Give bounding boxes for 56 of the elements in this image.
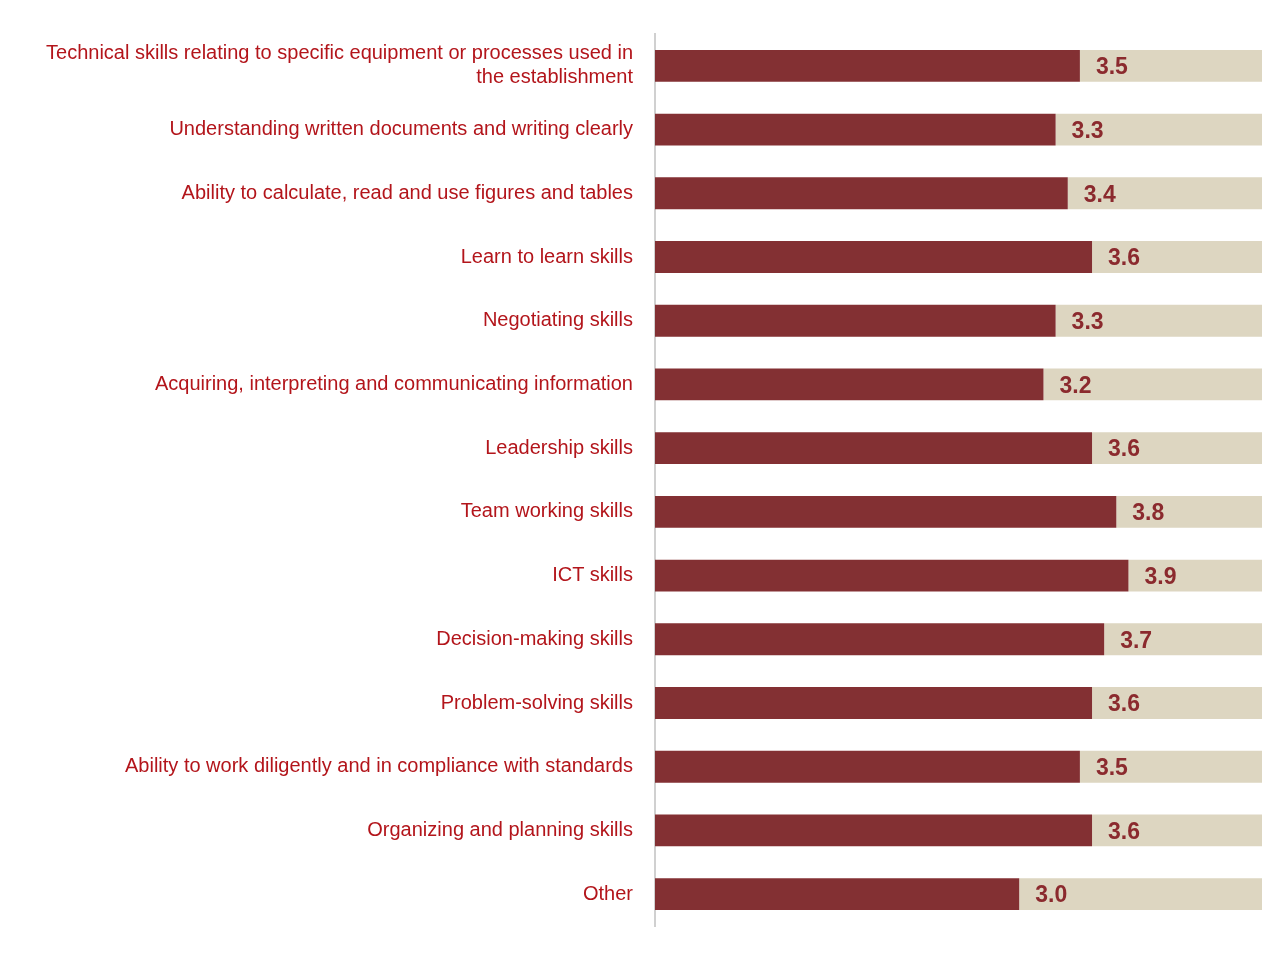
bar: [655, 687, 1093, 719]
data-label: 3.3: [1071, 308, 1104, 335]
bar: [655, 559, 1129, 592]
y-tick-label: Understanding written documents and writing clearly: [169, 117, 633, 140]
bar: [1128, 559, 1262, 592]
data-label: 3.6: [1108, 244, 1141, 271]
bar: [1043, 368, 1262, 401]
data-label: 3.5: [1095, 754, 1129, 781]
bar: [1055, 304, 1262, 337]
y-tick-label: Team working skills: [460, 499, 633, 522]
bar: [1092, 814, 1262, 847]
bar: [655, 368, 1044, 401]
bar: [1092, 432, 1262, 465]
bar: [655, 304, 1056, 337]
data-label: 3.2: [1059, 371, 1092, 398]
bar: [1079, 750, 1262, 783]
bar: [1092, 687, 1262, 719]
bar: [655, 177, 1068, 210]
bar: [1067, 177, 1262, 210]
bar: [1019, 878, 1262, 911]
data-label: 3.9: [1144, 562, 1177, 589]
bar: [655, 750, 1080, 783]
y-tick-label: Decision-making skills: [436, 626, 633, 649]
data-label: 3.0: [1035, 881, 1068, 908]
data-label: 3.4: [1083, 180, 1116, 207]
data-label: 3.8: [1132, 499, 1165, 526]
data-label: 3.6: [1108, 690, 1141, 717]
bar: [655, 623, 1105, 656]
bar: [655, 814, 1093, 847]
data-label: 3.6: [1108, 817, 1141, 844]
y-tick-label: Technical skills relating to specific equipment or processes used in the establishment: [46, 41, 634, 88]
y-tick-label: Learn to learn skills: [460, 244, 633, 267]
bar: [1116, 495, 1262, 528]
bar: [1104, 623, 1262, 656]
y-tick-label: Negotiating skills: [482, 308, 633, 331]
bar: [655, 241, 1093, 273]
y-tick-label: Other: [582, 881, 634, 904]
y-tick-label: Organizing and planning skills: [367, 817, 633, 840]
y-tick-label: Acquiring, interpreting and communicating information: [154, 371, 633, 394]
data-label: 3.7: [1120, 626, 1153, 653]
bar: [1079, 49, 1262, 82]
bar: [1055, 113, 1262, 146]
y-tick-label: Ability to calculate, read and use figures and tables: [181, 180, 633, 203]
bar: [655, 49, 1080, 82]
bar: [1092, 241, 1262, 273]
y-tick-label: Ability to work diligently and in compliance with standards: [124, 754, 633, 777]
y-tick-label: Problem-solving skills: [440, 690, 633, 713]
bar: [655, 432, 1093, 465]
data-label: 3.5: [1095, 53, 1129, 80]
y-tick-label: Leadership skills: [485, 435, 633, 458]
bar: [655, 878, 1020, 911]
bar: [655, 495, 1117, 528]
data-label: 3.3: [1071, 116, 1104, 143]
bar: [655, 113, 1056, 146]
data-label: 3.6: [1108, 435, 1141, 462]
y-tick-label: ICT skills: [552, 563, 633, 586]
